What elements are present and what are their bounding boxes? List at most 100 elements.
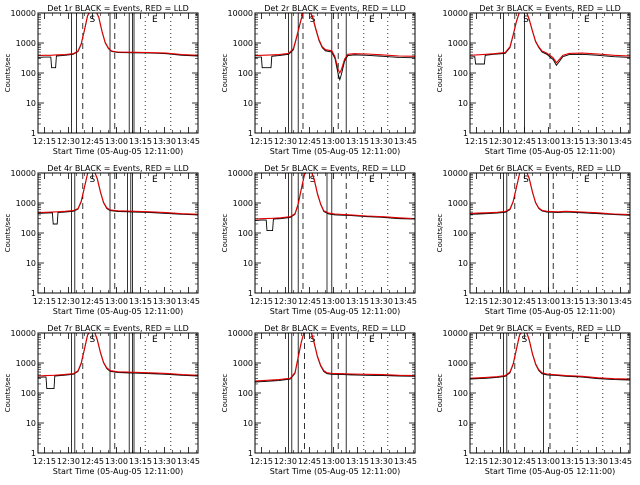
x-tick-label: 13:45: [177, 457, 200, 466]
x-axis-label: Start Time (05-Aug-05 12:11:00): [270, 307, 401, 316]
x-tick-label: 12:15: [33, 297, 56, 306]
y-tick-label: 1: [248, 449, 253, 458]
detector-panel: Det 8r BLACK = Events, RED = LLD S E 1 10 100…: [221, 324, 417, 476]
y-tick-label: 1000: [233, 199, 253, 208]
x-tick-label: 13:45: [394, 297, 417, 306]
marker-letter: E: [369, 335, 375, 345]
lld-series-line: [470, 173, 630, 216]
x-tick-label: 12:45: [513, 137, 536, 146]
panel-title: Det 4r BLACK = Events, RED = LLD: [47, 164, 189, 173]
y-axis-label: Counts/sec: [221, 54, 229, 93]
plot-frame: [469, 172, 631, 294]
x-tick-label: 12:15: [250, 457, 273, 466]
x-tick-label: 12:15: [465, 457, 488, 466]
x-tick-label: 12:30: [57, 457, 80, 466]
x-tick-label: 12:15: [465, 137, 488, 146]
x-tick-label: 12:45: [298, 457, 321, 466]
y-tick-label: 100: [238, 389, 253, 398]
x-tick-label: 13:30: [370, 297, 393, 306]
y-tick-label: 100: [21, 389, 36, 398]
marker-letter: S: [310, 335, 316, 345]
x-tick-label: 12:45: [513, 457, 536, 466]
x-tick-label: 12:30: [57, 137, 80, 146]
panel-title: Det 9r BLACK = Events, RED = LLD: [479, 324, 621, 333]
x-tick-label: 13:30: [153, 137, 176, 146]
plot-frame: [254, 332, 416, 454]
x-tick-label: 12:15: [250, 297, 273, 306]
x-tick-label: 13:00: [105, 297, 128, 306]
time-markers: [288, 333, 389, 453]
y-tick-label: 1000: [16, 199, 36, 208]
x-tick-label: 12:30: [489, 457, 512, 466]
x-tick-label: 13:00: [105, 457, 128, 466]
x-tick-label: 13:30: [585, 457, 608, 466]
panel-title: Det 5r BLACK = Events, RED = LLD: [264, 164, 406, 173]
y-tick-label: 10: [458, 99, 468, 108]
x-tick-label: 13:30: [153, 457, 176, 466]
x-tick-label: 13:00: [105, 137, 128, 146]
y-tick-label: 1: [248, 129, 253, 138]
y-tick-label: 10: [26, 419, 36, 428]
x-tick-label: 13:15: [561, 457, 584, 466]
x-tick-label: 12:30: [489, 297, 512, 306]
x-tick-label: 13:15: [129, 297, 152, 306]
plot-frame: [37, 12, 199, 134]
x-tick-label: 13:45: [394, 137, 417, 146]
series-curves: [38, 173, 198, 225]
x-tick-label: 13:15: [346, 137, 369, 146]
x-tick-label: 12:30: [274, 297, 297, 306]
series-curves: [38, 13, 198, 69]
x-tick-label: 12:15: [250, 137, 273, 146]
y-tick-label: 10: [458, 259, 468, 268]
y-tick-label: 1: [463, 449, 468, 458]
detector-panel: Det 5r BLACK = Events, RED = LLD S E 1 10 100…: [221, 164, 417, 316]
x-tick-label: 12:30: [57, 297, 80, 306]
y-tick-label: 1000: [233, 359, 253, 368]
x-tick-label: 13:30: [585, 137, 608, 146]
y-axis-label: Counts/sec: [436, 374, 444, 413]
series-curves: [255, 333, 415, 383]
y-tick-label: 1000: [448, 359, 468, 368]
x-tick-label: 12:30: [489, 137, 512, 146]
x-tick-label: 13:00: [322, 457, 345, 466]
x-tick-label: 12:30: [274, 457, 297, 466]
x-tick-label: 13:15: [129, 457, 152, 466]
panel-title: Det 2r BLACK = Events, RED = LLD: [264, 4, 406, 13]
series-curves: [255, 13, 415, 82]
marker-letter: S: [310, 175, 316, 185]
x-tick-label: 13:00: [537, 137, 560, 146]
x-axis-label: Start Time (05-Aug-05 12:11:00): [53, 147, 184, 156]
detector-panel: Det 2r BLACK = Events, RED = LLD S E 1 10 100…: [221, 4, 417, 156]
plot-frame: [37, 332, 199, 454]
y-tick-label: 10: [243, 259, 253, 268]
panel-title: Det 3r BLACK = Events, RED = LLD: [479, 4, 621, 13]
events-series-line: [255, 333, 415, 383]
events-series-line: [255, 173, 415, 232]
series-curves: [38, 333, 198, 390]
y-axis-label: Counts/sec: [4, 54, 12, 93]
series-curves: [470, 333, 630, 381]
x-tick-label: 13:45: [394, 457, 417, 466]
marker-letter: E: [584, 175, 590, 185]
y-axis-label: Counts/sec: [436, 54, 444, 93]
x-tick-label: 13:30: [370, 457, 393, 466]
marker-letter: E: [584, 335, 590, 345]
marker-letter: E: [584, 15, 590, 25]
x-tick-label: 13:45: [609, 137, 632, 146]
marker-letter: E: [152, 175, 158, 185]
y-tick-label: 1: [463, 289, 468, 298]
y-tick-label: 1: [463, 129, 468, 138]
x-tick-label: 12:15: [33, 137, 56, 146]
marker-letter: E: [369, 15, 375, 25]
time-markers: [71, 173, 172, 293]
x-tick-label: 12:45: [298, 297, 321, 306]
x-tick-label: 13:30: [153, 297, 176, 306]
y-tick-label: 10000: [11, 169, 36, 178]
y-tick-label: 10000: [228, 329, 253, 338]
x-tick-label: 13:45: [609, 297, 632, 306]
y-tick-label: 10000: [228, 9, 253, 18]
x-tick-label: 12:30: [274, 137, 297, 146]
x-tick-label: 13:15: [346, 297, 369, 306]
x-tick-label: 12:45: [81, 297, 104, 306]
y-axis-label: Counts/sec: [221, 374, 229, 413]
